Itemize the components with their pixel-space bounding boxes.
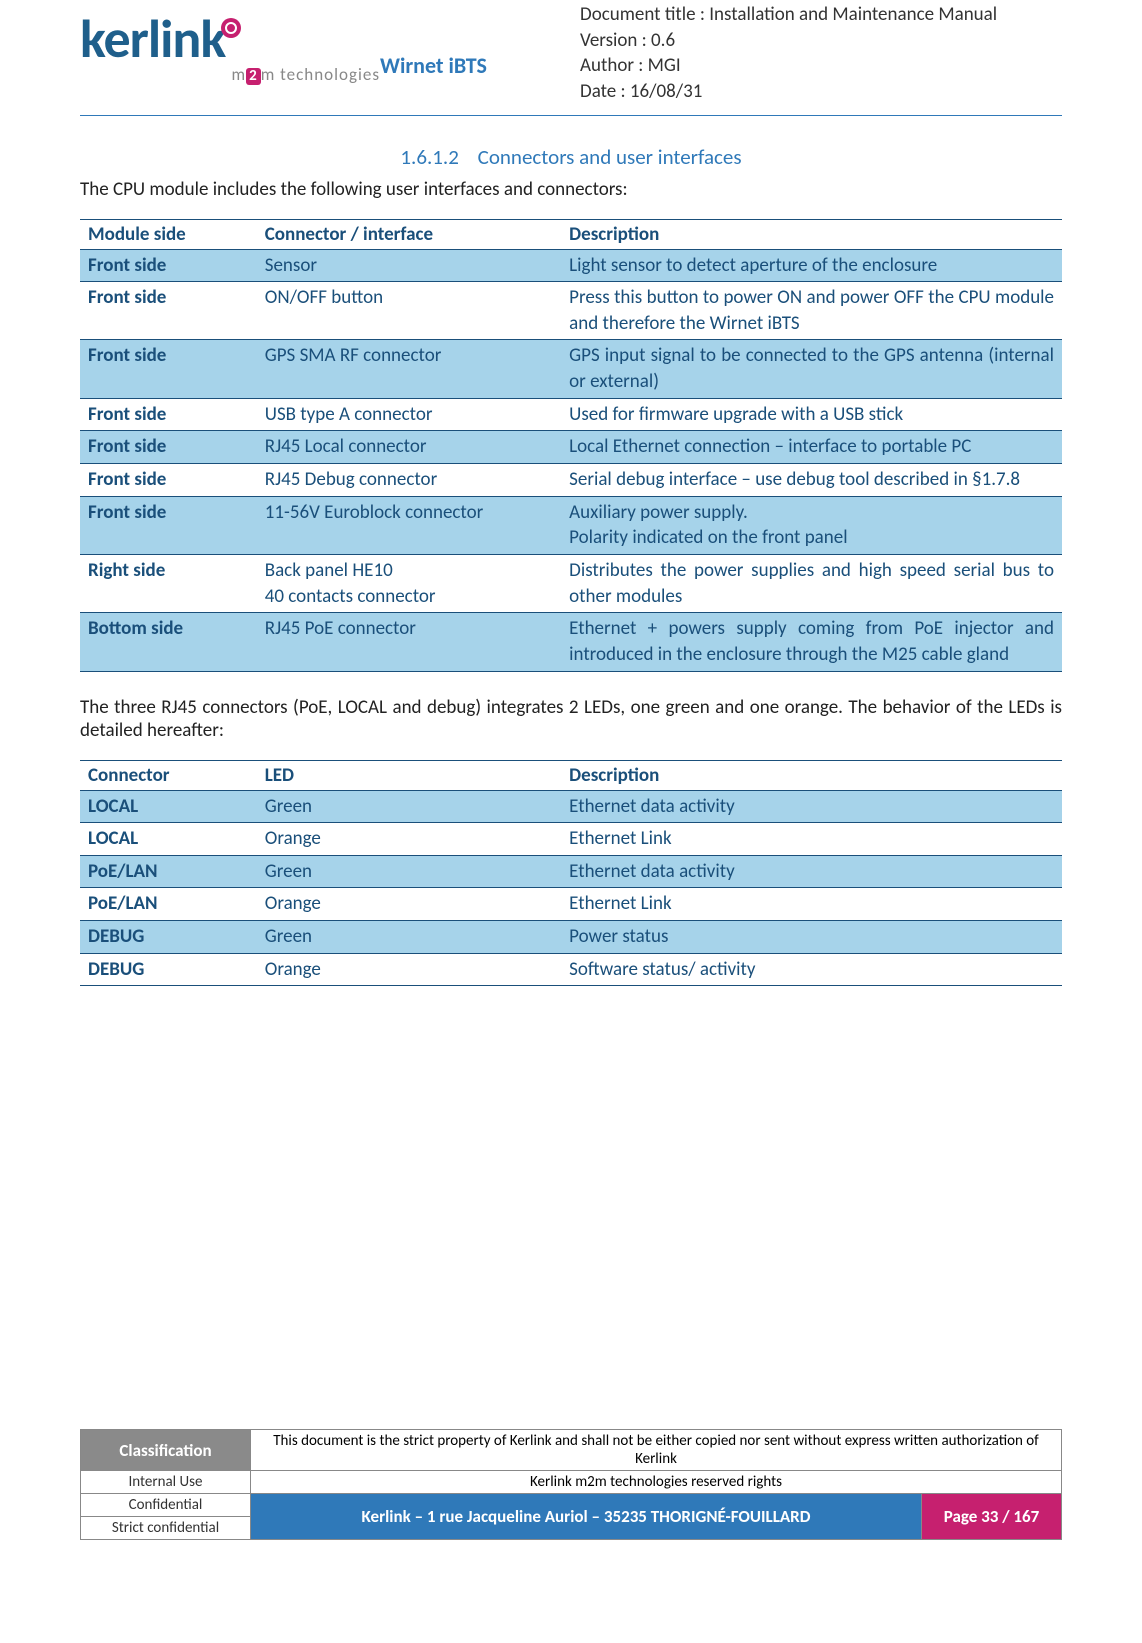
table-row: LOCALOrangeEthernet Link: [80, 823, 1062, 856]
table-cell: Front side: [80, 340, 257, 398]
table-cell: Front side: [80, 464, 257, 497]
table-cell: Light sensor to detect aperture of the e…: [561, 249, 1062, 282]
logo-text: kerlink: [80, 12, 380, 66]
col-header: Connector / interface: [257, 219, 561, 249]
table-cell: RJ45 Debug connector: [257, 464, 561, 497]
col-header: Description: [561, 219, 1062, 249]
table-row: Front sideGPS SMA RF connectorGPS input …: [80, 340, 1062, 398]
table-row: DEBUGOrangeSoftware status/ activity: [80, 953, 1062, 986]
section-number: 1.6.1.2: [400, 144, 458, 170]
page-footer: Classification This document is the stri…: [80, 1429, 1062, 1540]
col-header: Connector: [80, 760, 257, 790]
table-cell: Front side: [80, 249, 257, 282]
table-cell: Front side: [80, 282, 257, 340]
table-cell: USB type A connector: [257, 398, 561, 431]
table-cell: Orange: [257, 953, 561, 986]
table-cell: LOCAL: [80, 790, 257, 823]
table-header-row: Connector LED Description: [80, 760, 1062, 790]
table-cell: PoE/LAN: [80, 855, 257, 888]
table-cell: Green: [257, 855, 561, 888]
table-cell: DEBUG: [80, 921, 257, 954]
property-notice: This document is the strict property of …: [251, 1430, 1062, 1471]
table-cell: Ethernet data activity: [561, 855, 1062, 888]
table-cell: RJ45 Local connector: [257, 431, 561, 464]
table-row: Front sideUSB type A connectorUsed for f…: [80, 398, 1062, 431]
intro-text: The CPU module includes the following us…: [80, 178, 1062, 201]
col-header: LED: [257, 760, 561, 790]
logo-icon: [221, 18, 241, 38]
table-header-row: Module side Connector / interface Descri…: [80, 219, 1062, 249]
table-cell: Back panel HE1040 contacts connector: [257, 554, 561, 612]
table-cell: Local Ethernet connection – interface to…: [561, 431, 1062, 464]
table-row: DEBUGGreenPower status: [80, 921, 1062, 954]
table-cell: Front side: [80, 398, 257, 431]
table-row: Front side11-56V Euroblock connectorAuxi…: [80, 496, 1062, 554]
connectors-table: Module side Connector / interface Descri…: [80, 219, 1062, 672]
table-row: PoE/LANGreenEthernet data activity: [80, 855, 1062, 888]
table-cell: 11-56V Euroblock connector: [257, 496, 561, 554]
table-cell: Power status: [561, 921, 1062, 954]
table-cell: Software status/ activity: [561, 953, 1062, 986]
table-cell: Green: [257, 921, 561, 954]
reserved-rights: Kerlink m2m technologies reserved rights: [251, 1471, 1062, 1494]
table-cell: Orange: [257, 888, 561, 921]
table-row: Front sideSensorLight sensor to detect a…: [80, 249, 1062, 282]
company-address: Kerlink – 1 rue Jacqueline Auriol – 3523…: [251, 1494, 922, 1540]
table-cell: GPS SMA RF connector: [257, 340, 561, 398]
table-cell: ON/OFF button: [257, 282, 561, 340]
table-cell: Front side: [80, 431, 257, 464]
meta-author: Author : MGI: [580, 53, 1062, 79]
classification-label: Classification: [81, 1430, 251, 1471]
logo-word: kerlink: [80, 6, 225, 72]
product-title: Wirnet iBTS: [380, 2, 580, 79]
meta-date: Date : 16/08/31: [580, 79, 1062, 105]
meta-version: Version : 0.6: [580, 28, 1062, 54]
table-cell: Right side: [80, 554, 257, 612]
table-cell: Green: [257, 790, 561, 823]
table-cell: Used for firmware upgrade with a USB sti…: [561, 398, 1062, 431]
table-row: Right sideBack panel HE1040 contacts con…: [80, 554, 1062, 612]
table-row: Front sideRJ45 Debug connectorSerial deb…: [80, 464, 1062, 497]
table-cell: Bottom side: [80, 613, 257, 671]
table-cell: Distributes the power supplies and high …: [561, 554, 1062, 612]
table-row: LOCALGreenEthernet data activity: [80, 790, 1062, 823]
table-row: Front sideRJ45 Local connectorLocal Ethe…: [80, 431, 1062, 464]
table-cell: Sensor: [257, 249, 561, 282]
mid-paragraph: The three RJ45 connectors (PoE, LOCAL an…: [80, 696, 1062, 742]
section-title: Connectors and user interfaces: [478, 144, 742, 170]
table-cell: PoE/LAN: [80, 888, 257, 921]
internal-use-label: Internal Use: [81, 1471, 251, 1494]
table-cell: Serial debug interface – use debug tool …: [561, 464, 1062, 497]
table-cell: Orange: [257, 823, 561, 856]
col-header: Module side: [80, 219, 257, 249]
table-cell: Ethernet Link: [561, 823, 1062, 856]
confidential-label: Confidential: [81, 1494, 251, 1517]
table-row: Front sideON/OFF buttonPress this button…: [80, 282, 1062, 340]
table-cell: RJ45 PoE connector: [257, 613, 561, 671]
table-cell: DEBUG: [80, 953, 257, 986]
led-table: Connector LED Description LOCALGreenEthe…: [80, 760, 1062, 987]
table-row: Bottom sideRJ45 PoE connectorEthernet + …: [80, 613, 1062, 671]
page-number: Page 33 / 167: [922, 1494, 1062, 1540]
table-cell: Ethernet Link: [561, 888, 1062, 921]
section-heading: 1.6.1.2 Connectors and user interfaces: [80, 144, 1062, 170]
col-header: Description: [561, 760, 1062, 790]
table-row: PoE/LANOrangeEthernet Link: [80, 888, 1062, 921]
meta-title: Document title : Installation and Mainte…: [580, 2, 1062, 28]
page-header: kerlink m2m technologies Wirnet iBTS Doc…: [80, 0, 1062, 116]
table-cell: LOCAL: [80, 823, 257, 856]
table-cell: Auxiliary power supply.Polarity indicate…: [561, 496, 1062, 554]
table-cell: Front side: [80, 496, 257, 554]
strict-confidential-label: Strict confidential: [81, 1517, 251, 1540]
footer-table: Classification This document is the stri…: [80, 1429, 1062, 1540]
document-meta: Document title : Installation and Mainte…: [580, 2, 1062, 105]
logo: kerlink m2m technologies: [80, 2, 380, 85]
table-cell: Press this button to power ON and power …: [561, 282, 1062, 340]
table-cell: GPS input signal to be connected to the …: [561, 340, 1062, 398]
table-cell: Ethernet + powers supply coming from PoE…: [561, 613, 1062, 671]
table-cell: Ethernet data activity: [561, 790, 1062, 823]
